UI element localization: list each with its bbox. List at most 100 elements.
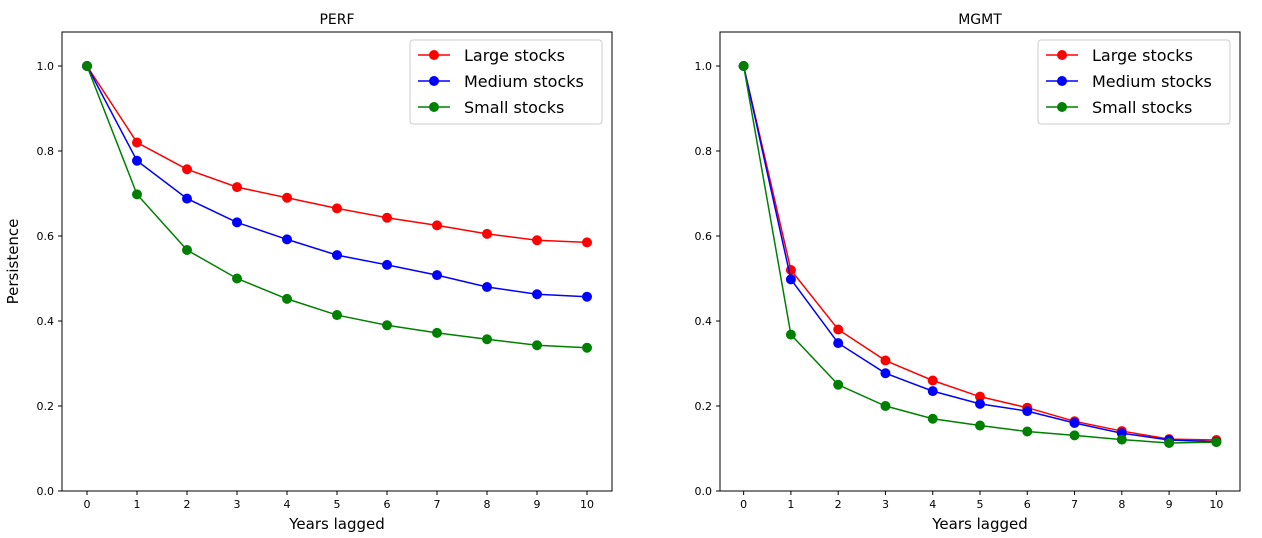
data-point — [232, 182, 242, 193]
legend-label: Medium stocks — [464, 72, 584, 91]
data-point — [132, 189, 142, 200]
data-point — [975, 391, 985, 402]
data-point — [282, 234, 292, 245]
x-tick-label: 10 — [580, 498, 594, 511]
legend-marker — [1057, 102, 1067, 112]
x-tick-label: 3 — [234, 498, 241, 511]
legend-marker — [429, 76, 439, 86]
y-tick-label: 1.0 — [695, 60, 713, 73]
x-tick-label: 9 — [534, 498, 541, 511]
legend-label: Large stocks — [1092, 46, 1193, 65]
data-point — [927, 386, 938, 397]
data-point — [1211, 437, 1222, 448]
data-point — [432, 220, 442, 231]
legend-label: Medium stocks — [1092, 72, 1212, 91]
x-axis-label: Years lagged — [288, 515, 385, 533]
data-point — [332, 310, 342, 321]
legend-box — [409, 39, 603, 125]
data-point — [232, 217, 242, 228]
legend: Large stocks Medium stocks Small stocks — [409, 39, 603, 125]
data-point — [975, 398, 985, 409]
y-tick-label: 0.0 — [695, 485, 713, 498]
data-point — [432, 327, 442, 338]
data-point — [738, 61, 749, 71]
data-point — [582, 342, 592, 353]
x-tick-label: 0 — [84, 498, 91, 511]
data-point — [532, 340, 542, 351]
y-tick-label: 0.2 — [695, 400, 713, 413]
data-point — [582, 291, 592, 302]
legend-box — [1037, 39, 1231, 125]
series-small-stocks — [738, 61, 1222, 448]
data-point — [880, 368, 891, 379]
legend-marker — [429, 102, 439, 112]
legend-label: Large stocks — [464, 46, 565, 65]
y-tick-label: 0.6 — [695, 230, 713, 243]
data-point — [182, 245, 192, 256]
x-tick-label: 4 — [929, 498, 936, 511]
y-tick-label: 0.4 — [695, 315, 713, 328]
data-point — [432, 270, 442, 281]
chart-panel-mgmt: MGMT 0 1 2 3 4 5 6 7 8 9 10 0.0 0.2 0.4 0.6 0.8 1.0 Years … — [695, 12, 1241, 533]
y-tick-label: 0.8 — [37, 145, 55, 158]
x-tick-label: 5 — [977, 498, 984, 511]
data-point — [382, 212, 392, 223]
legend-label: Small stocks — [1092, 98, 1192, 117]
data-point — [282, 293, 292, 304]
data-point — [880, 401, 891, 411]
data-point — [332, 250, 342, 261]
data-point — [532, 235, 542, 246]
legend-marker — [1057, 76, 1067, 86]
x-tick-label: 1 — [787, 498, 794, 511]
data-point — [232, 273, 242, 284]
data-point — [927, 413, 938, 424]
x-tick-label: 6 — [384, 498, 391, 511]
data-point — [82, 61, 92, 71]
x-tick-label: 7 — [1071, 498, 1078, 511]
x-tick-label: 2 — [184, 498, 191, 511]
legend-marker — [1057, 50, 1067, 60]
data-point — [1164, 437, 1175, 448]
legend-marker — [429, 50, 439, 60]
data-point — [975, 420, 985, 431]
data-point — [182, 193, 192, 204]
x-tick-label: 4 — [284, 498, 291, 511]
y-tick-label: 0.2 — [37, 400, 55, 413]
y-tick-label: 0.8 — [695, 145, 713, 158]
data-point — [927, 375, 938, 386]
data-point — [1069, 418, 1080, 428]
chart-panel-perf: PERF 0 1 2 3 4 5 6 7 8 9 10 0.0 0.2 0.4 0.6 0.8 1.0 Years … — [4, 12, 613, 533]
chart-title: MGMT — [958, 12, 1002, 28]
data-point — [532, 289, 542, 300]
data-point — [785, 274, 796, 285]
x-tick-label: 10 — [1209, 498, 1223, 511]
legend-label: Small stocks — [464, 98, 564, 117]
x-tick-label: 6 — [1024, 498, 1031, 511]
data-point — [282, 192, 292, 203]
y-tick-label: 1.0 — [37, 60, 55, 73]
data-point — [132, 155, 142, 166]
x-tick-label: 2 — [835, 498, 842, 511]
data-point — [1022, 426, 1033, 437]
x-tick-label: 8 — [484, 498, 491, 511]
data-point — [833, 324, 844, 335]
data-point — [332, 203, 342, 214]
y-tick-label: 0.0 — [37, 485, 55, 498]
series-small-stocks — [82, 61, 592, 353]
data-point — [1022, 406, 1033, 417]
x-tick-label: 0 — [740, 498, 747, 511]
y-tick-label: 0.4 — [37, 315, 55, 328]
data-point — [482, 228, 492, 239]
x-tick-label: 9 — [1166, 498, 1173, 511]
x-tick-label: 5 — [334, 498, 341, 511]
data-point — [582, 237, 592, 248]
data-point — [482, 334, 492, 345]
data-point — [132, 137, 142, 148]
legend: Large stocks Medium stocks Small stocks — [1037, 39, 1231, 125]
x-tick-label: 1 — [134, 498, 141, 511]
chart-title: PERF — [319, 12, 354, 28]
data-point — [785, 329, 796, 340]
x-tick-label: 8 — [1118, 498, 1125, 511]
series-large-stocks — [82, 61, 592, 248]
